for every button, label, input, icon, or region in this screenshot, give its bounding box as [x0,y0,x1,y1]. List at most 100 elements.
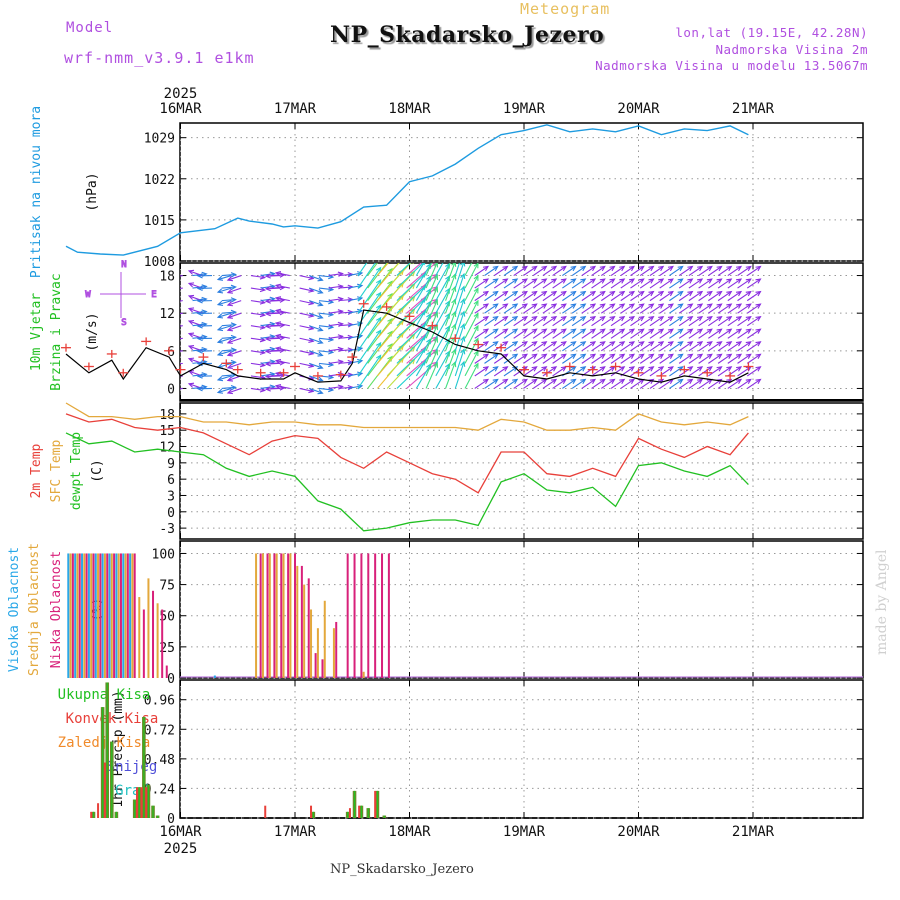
wind-vector [406,311,438,339]
wind-vector [581,378,596,389]
y-tick-label: 12 [159,307,175,322]
wind-vector [571,278,586,289]
y-tick-label: 0.24 [144,782,175,797]
wind-vector [85,301,98,305]
wind-vector [338,361,353,364]
wind-arrowhead [357,308,364,314]
wind-arrowhead [317,364,324,370]
wind-vector [396,285,427,314]
wind-vector [406,336,438,364]
low-cloud-bar [374,553,377,678]
wind-vector [309,375,323,382]
location-coords: lon,lat (19.15E, 42.28N) [675,25,868,40]
wind-arrowhead [570,341,577,347]
wind-arrowhead [648,366,655,372]
wind-arrowhead [667,290,674,297]
x-tick-label-bottom: 19MAR [503,824,546,840]
total-precip-bar-core [147,784,150,818]
wind-vector [445,286,456,314]
wind-vector [562,328,576,339]
wind-vector [105,384,118,389]
wind-vector [396,335,427,364]
wind-vector [144,325,158,326]
wind-arrowhead [113,346,118,350]
wind-arrowhead [658,265,665,272]
wind-arrowhead [697,353,704,359]
low-cloud-bar [152,590,155,678]
y-tick-label: 6 [167,345,175,360]
wind-vector [484,378,499,389]
mid-cloud-bar [97,553,100,678]
wind-vector [95,374,109,376]
wind-arrowhead [609,265,616,272]
mid-cloud-bar [323,600,326,678]
wind-arrowhead [142,327,147,331]
wind-arrowhead [648,328,655,334]
wind-vector [610,278,625,289]
wind-arrowhead [726,353,733,359]
wind-vector [474,378,489,389]
wind-vector [746,291,761,302]
wind-vector [338,311,353,314]
y-label-temp: 2m Temp [29,443,44,498]
wind-arrowhead [716,353,723,359]
wind-vector [746,278,761,289]
wind-arrowhead [735,341,743,347]
wind-vector [95,386,109,388]
wind-arrowhead [619,328,626,334]
wind-arrowhead [187,319,195,325]
wind-vector [154,362,168,363]
wind-vector [562,278,576,289]
y-unit-wind: (m/s) [85,312,100,351]
wind-arrowhead [169,375,174,379]
wind-arrowhead [196,348,203,354]
wind-vector [217,275,232,281]
mid-cloud-bar [310,609,313,678]
wind-vector [542,316,557,327]
wind-vector [144,363,158,364]
wind-vector [484,366,499,377]
low-cloud-bar [314,653,317,678]
wind-vector [260,360,275,364]
wind-arrowhead [502,328,509,334]
wind-arrowhead [638,315,645,322]
wind-vector [717,366,732,377]
wind-vector [328,273,343,277]
wind-vector [581,278,596,289]
wind-arrowhead [274,283,282,289]
wind-vector [513,378,528,389]
wind-vector [318,300,334,303]
wind-arrowhead [421,248,426,253]
wind-vector [266,274,281,277]
wind-arrowhead [94,301,99,305]
wind-vector [639,341,654,352]
wind-vector [513,316,528,327]
wind-arrowhead [667,366,674,372]
wind-arrowhead [541,328,548,334]
wind-vector [717,341,732,352]
wind-vector [396,360,427,389]
wind-vector [435,288,450,314]
wind-vector [159,301,173,302]
wind-vector [464,263,479,289]
wind-vector [250,387,265,392]
wind-vector [406,349,438,377]
wind-vector [484,266,499,276]
low-cloud-bar [85,553,88,678]
wind-vector [532,366,547,377]
wind-arrowhead [628,303,636,309]
wind-arrowhead [521,278,528,284]
wind-arrowhead [357,371,364,377]
low-cloud-bar [346,553,349,678]
wind-arrowhead [482,303,490,309]
wind-arrowhead [648,378,655,385]
wind-vector [669,328,683,339]
total-precip-bar-core [102,707,104,818]
wind-arrowhead [492,366,499,372]
wind-vector [630,353,645,364]
wind-vector [101,299,115,301]
wind-vector [474,266,489,276]
wind-vector [542,378,557,389]
wind-vector [386,358,415,389]
wind-arrowhead [101,272,106,276]
